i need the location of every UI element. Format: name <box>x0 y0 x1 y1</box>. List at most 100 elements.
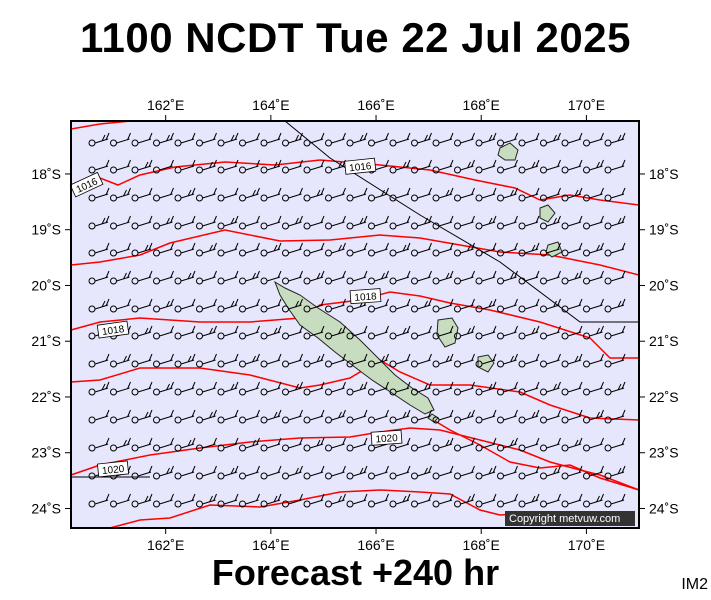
wind-barb <box>497 242 518 257</box>
boundary-lines <box>71 120 639 478</box>
wind-barb <box>454 493 475 508</box>
wind-barb <box>604 298 626 313</box>
wind-barb <box>432 242 454 257</box>
wind-barb <box>540 132 561 147</box>
wind-barb <box>88 437 110 452</box>
wind-barb <box>475 465 497 480</box>
wind-barb <box>239 215 260 230</box>
wind-barb <box>88 409 110 424</box>
wind-barb <box>325 325 346 340</box>
wind-barb <box>583 215 604 230</box>
wind-barb <box>260 159 282 174</box>
wind-barb <box>561 409 583 424</box>
wind-barb <box>518 187 540 202</box>
wind-barb <box>518 381 540 396</box>
wind-barb <box>583 270 604 285</box>
lon-label-top: 162˚E <box>147 97 184 113</box>
lat-label-right: 22˚S <box>649 389 679 405</box>
wind-barb <box>217 242 239 257</box>
wind-barb <box>411 409 432 424</box>
wind-barb <box>88 187 110 202</box>
wind-barb <box>432 270 454 285</box>
wind-barb <box>346 493 368 508</box>
wind-barb <box>604 465 626 480</box>
isobar-line <box>109 489 560 529</box>
isobar-line <box>429 417 640 491</box>
wind-barb <box>131 353 153 368</box>
wind-barb <box>88 270 110 285</box>
lat-label-left: 21˚S <box>31 333 61 349</box>
wind-barb <box>153 409 174 424</box>
wind-barb <box>583 353 604 368</box>
wind-barb <box>325 381 346 396</box>
wind-barb <box>497 215 518 230</box>
wind-barb <box>282 493 303 508</box>
wind-barb <box>389 132 411 147</box>
wind-barb <box>475 381 497 396</box>
wind-barb <box>260 353 282 368</box>
wind-barb <box>389 298 411 313</box>
wind-barb <box>497 437 518 452</box>
wind-barb <box>475 159 497 174</box>
isobar-label: 1018 <box>349 288 382 305</box>
lon-label-bottom: 164˚E <box>252 537 289 553</box>
wind-barb <box>411 353 432 368</box>
wind-barb <box>260 325 282 340</box>
image-id-tag: IM2 <box>681 576 708 593</box>
wind-barb <box>88 381 110 396</box>
wind-barb <box>174 465 196 480</box>
wind-barb <box>196 409 217 424</box>
wind-barb <box>217 298 239 313</box>
wind-barb <box>604 215 626 230</box>
isobar-line <box>70 229 640 276</box>
wind-barb <box>239 325 260 340</box>
wind-barb <box>604 437 626 452</box>
lat-label-left: 20˚S <box>31 277 61 293</box>
wind-barb <box>368 215 389 230</box>
wind-barb <box>88 298 110 313</box>
wind-barb <box>561 215 583 230</box>
wind-barb <box>346 325 368 340</box>
wind-barb <box>411 270 432 285</box>
wind-barb <box>389 409 411 424</box>
wind-barb <box>110 437 131 452</box>
wind-barb <box>432 159 454 174</box>
wind-barb <box>604 409 626 424</box>
wind-barb <box>540 159 561 174</box>
wind-barb <box>346 437 368 452</box>
wind-barb <box>389 242 411 257</box>
wind-barb <box>518 132 540 147</box>
wind-barb <box>540 409 561 424</box>
wind-barb <box>217 215 239 230</box>
wind-barbs <box>88 132 626 508</box>
wind-barb <box>282 132 303 147</box>
lon-label-top: 164˚E <box>252 97 289 113</box>
wind-barb <box>282 298 303 313</box>
lat-label-left: 18˚S <box>31 166 61 182</box>
wind-barb <box>454 270 475 285</box>
wind-barb <box>325 409 346 424</box>
wind-barb <box>196 381 217 396</box>
wind-barb <box>282 437 303 452</box>
wind-barb <box>196 132 217 147</box>
wind-barb <box>604 325 626 340</box>
wind-barb <box>368 132 389 147</box>
wind-barb <box>454 159 475 174</box>
wind-barb <box>174 159 196 174</box>
wind-barb <box>518 215 540 230</box>
wind-barb <box>282 215 303 230</box>
wind-barb <box>131 325 153 340</box>
wind-barb <box>196 242 217 257</box>
wind-barb <box>411 437 432 452</box>
lon-label-bottom: 170˚E <box>568 537 605 553</box>
wind-barb <box>174 270 196 285</box>
wind-barb <box>454 132 475 147</box>
wind-barb <box>174 242 196 257</box>
wind-barb <box>174 132 196 147</box>
map-frame <box>70 120 640 529</box>
mare-island <box>477 354 495 373</box>
wind-barb <box>153 187 174 202</box>
lon-label-top: 166˚E <box>357 97 394 113</box>
wind-barb <box>153 242 174 257</box>
wind-barb <box>260 409 282 424</box>
